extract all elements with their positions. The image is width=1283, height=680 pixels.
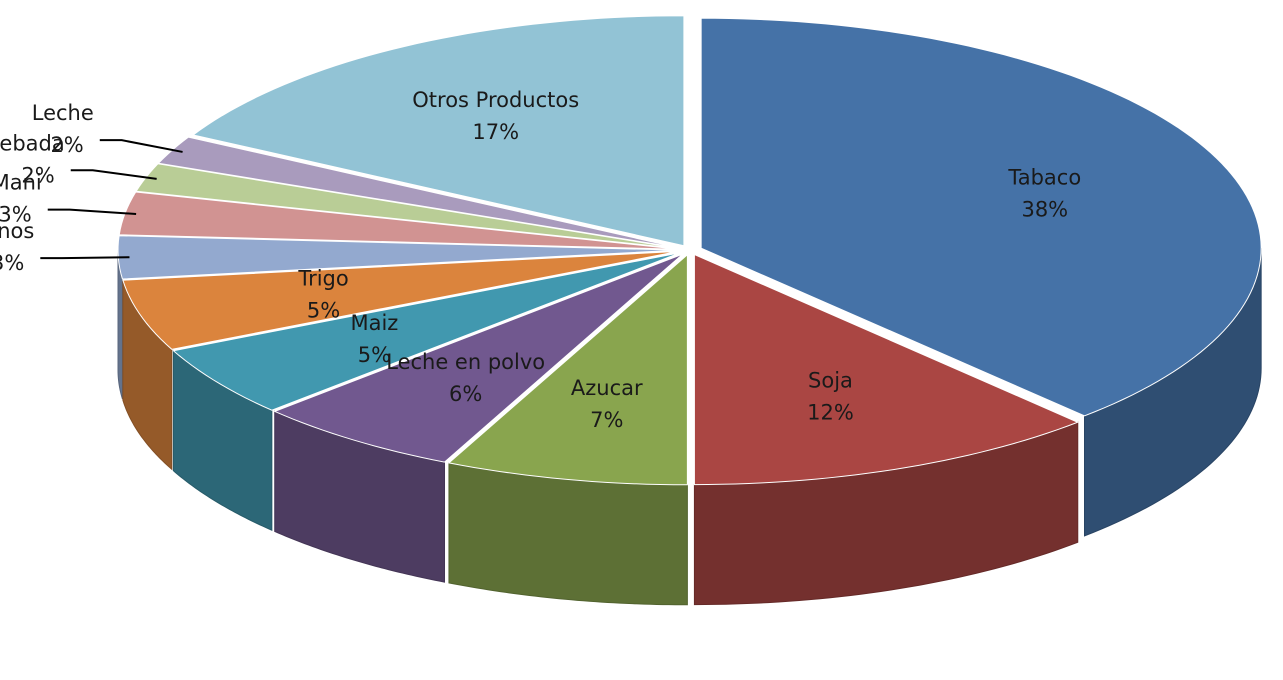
category-label: Soja	[808, 369, 853, 393]
category-label: Azucar	[571, 376, 643, 400]
pie-slice	[447, 253, 688, 486]
pie-tops	[117, 15, 1262, 486]
value-label: 6%	[449, 382, 482, 406]
value-label: 5%	[307, 299, 340, 323]
value-label: 3%	[0, 251, 24, 275]
category-label: Cueros vacunos	[0, 219, 34, 243]
pie-sides	[117, 248, 1262, 606]
value-label: 3%	[0, 203, 32, 227]
category-label: Trigo	[297, 267, 348, 291]
value-label: 2%	[21, 163, 54, 187]
category-label: Leche	[32, 101, 94, 125]
value-label: 38%	[1021, 197, 1068, 221]
pie-slice	[122, 250, 679, 350]
value-label: 5%	[358, 343, 391, 367]
category-label: Maiz	[350, 311, 398, 335]
leader-line	[70, 169, 157, 180]
value-label: 7%	[590, 408, 623, 432]
category-label: Leche en polvo	[386, 350, 545, 374]
pie-slice	[172, 252, 681, 411]
category-label: Tabaco	[1007, 165, 1081, 189]
pie-slice	[191, 15, 685, 247]
value-label: 2%	[50, 133, 83, 157]
pie-labels: Tabaco 38% Soja 12% Azucar 7% Leche en polvo 6%…	[0, 88, 1081, 432]
pie-slice	[693, 253, 1080, 486]
category-label: Cebada	[0, 131, 65, 155]
pie-slice	[700, 17, 1262, 417]
leader-line	[40, 256, 130, 260]
pie-slice	[273, 253, 684, 463]
leader-line	[47, 208, 137, 215]
value-label: 17%	[472, 120, 519, 144]
leader-line	[99, 139, 183, 153]
value-label: 12%	[807, 401, 854, 425]
category-label: Mani	[0, 171, 42, 195]
category-label: Otros Productos	[412, 88, 579, 112]
